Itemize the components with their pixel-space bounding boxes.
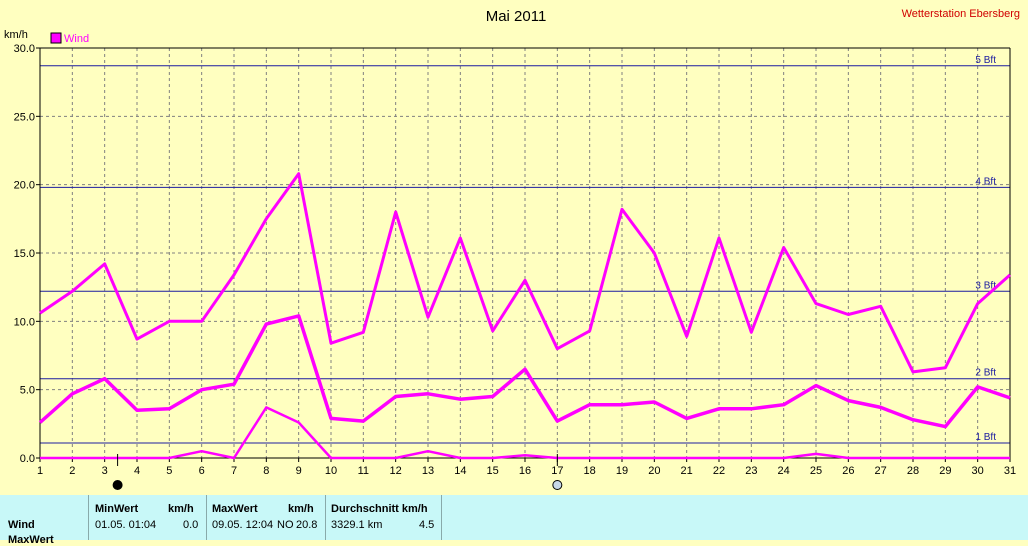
- x-tick-label: 19: [616, 465, 628, 477]
- x-tick-label: 17: [551, 465, 563, 477]
- row-label-wind: Wind: [8, 519, 35, 531]
- x-tick-label: 8: [263, 465, 269, 477]
- min-unit: km/h: [168, 503, 194, 515]
- x-tick-label: 22: [713, 465, 725, 477]
- x-tick-label: 15: [487, 465, 499, 477]
- x-tick-label: 18: [584, 465, 596, 477]
- axes: 1 2 3 4 5 6 7 8 9 10 11 12 13 14 15 16 17 18 19 20 21 22 23 24 2…: [14, 43, 1017, 477]
- x-tick-label: 25: [810, 465, 822, 477]
- x-tick-label: 16: [519, 465, 531, 477]
- statistics-table: MinWert km/h MaxWert km/h Durchschnitt k…: [0, 495, 1028, 546]
- y-tick-label: 20.0: [14, 180, 35, 192]
- y-tick-label: 30.0: [14, 43, 35, 55]
- x-tick-label: 9: [296, 465, 302, 477]
- bft-label: 4 Bft: [975, 176, 996, 187]
- x-tick-label: 31: [1004, 465, 1016, 477]
- bft-label: 1 Bft: [975, 432, 996, 443]
- x-tick-label: 26: [842, 465, 854, 477]
- max-value: 20.8: [296, 519, 318, 531]
- bft-label: 2 Bft: [975, 368, 996, 379]
- min-value: 0.0: [183, 519, 199, 531]
- x-tick-label: 2: [69, 465, 75, 477]
- y-tick-label: 10.0: [14, 316, 35, 328]
- x-tick-label: 10: [325, 465, 337, 477]
- beaufort-lines: 1 Bft 2 Bft 3 Bft 4 Bft 5 Bft: [40, 55, 1010, 444]
- wind-chart: Mai 2011 Wetterstation Ebersberg km/h Wi…: [4, 8, 1020, 490]
- series-line-average: [38, 314, 1011, 429]
- series-line-max: [39, 172, 1011, 374]
- legend-label: Wind: [64, 33, 89, 45]
- x-tick-label: 28: [907, 465, 919, 477]
- station-name: Wetterstation Ebersberg: [902, 8, 1020, 20]
- x-tick-label: 3: [102, 465, 108, 477]
- x-tick-label: 27: [875, 465, 887, 477]
- x-tick-label: 12: [390, 465, 402, 477]
- max-header: MaxWert: [212, 503, 258, 515]
- legend-swatch: [50, 32, 62, 44]
- x-tick-label: 7: [231, 465, 237, 477]
- x-tick-label: 29: [939, 465, 951, 477]
- moon-phases: [112, 454, 563, 490]
- y-axis-unit: km/h: [4, 29, 28, 41]
- x-tick-label: 11: [358, 465, 369, 477]
- x-tick-label: 24: [778, 465, 790, 477]
- x-tick-label: 30: [972, 465, 984, 477]
- max-datetime: 09.05. 12:04: [212, 519, 274, 531]
- max-direction: NO: [277, 519, 294, 531]
- max-unit: km/h: [288, 503, 314, 515]
- y-tick-label: 25.0: [14, 111, 35, 123]
- avg-value: 4.5: [419, 519, 435, 531]
- series-line-min: [40, 406, 1010, 460]
- x-tick-label: 13: [422, 465, 434, 477]
- bft-label: 3 Bft: [975, 280, 996, 291]
- x-tick-label: 14: [454, 465, 466, 477]
- x-tick-label: 5: [166, 465, 172, 477]
- min-header: MinWert: [95, 503, 139, 515]
- x-tick-label: 1: [37, 465, 43, 477]
- x-tick-label: 4: [134, 465, 140, 477]
- series-group: [38, 172, 1011, 460]
- new-moon-icon: [112, 480, 123, 490]
- grid: [40, 48, 1010, 458]
- y-tick-label: 0.0: [20, 453, 35, 465]
- x-tick-label: 23: [745, 465, 757, 477]
- bft-label: 5 Bft: [975, 55, 996, 66]
- x-tick-label: 6: [199, 465, 205, 477]
- avg-distance: 3329.1 km: [331, 519, 383, 531]
- y-tick-label: 15.0: [14, 248, 35, 260]
- y-tick-label: 5.0: [20, 385, 35, 397]
- chart-title: Mai 2011: [486, 8, 547, 25]
- x-tick-label: 21: [681, 465, 693, 477]
- avg-header: Durchschnitt km/h: [331, 503, 428, 515]
- x-tick-label: 20: [648, 465, 660, 477]
- full-moon-icon: [552, 480, 563, 490]
- min-datetime: 01.05. 01:04: [95, 519, 157, 531]
- row-label-maxwert: MaxWert: [8, 534, 54, 546]
